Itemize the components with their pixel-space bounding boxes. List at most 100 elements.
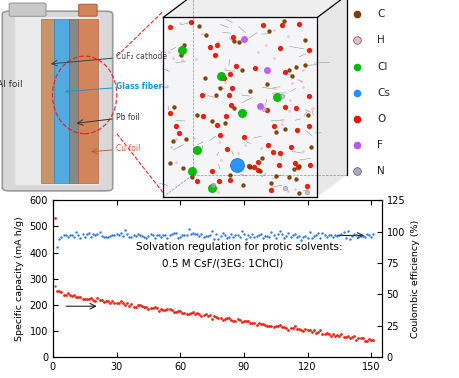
Point — [57, 288, 65, 294]
Point — [183, 231, 190, 237]
Point — [191, 231, 198, 237]
Point — [238, 228, 245, 234]
Point — [263, 323, 270, 329]
Point — [295, 326, 302, 332]
Point — [218, 231, 226, 237]
Point — [193, 231, 201, 237]
Point — [153, 232, 160, 238]
Point — [367, 234, 374, 240]
Point — [140, 234, 147, 240]
Point — [261, 322, 268, 328]
Point — [87, 234, 95, 240]
Point — [77, 294, 84, 300]
Point — [305, 229, 313, 235]
Point — [206, 232, 213, 239]
Polygon shape — [317, 0, 347, 197]
Point — [195, 311, 202, 317]
Point — [297, 327, 304, 333]
Point — [100, 234, 107, 240]
Point — [325, 232, 332, 238]
Point — [185, 226, 192, 232]
Point — [369, 231, 376, 237]
Point — [129, 304, 137, 310]
Point — [244, 232, 251, 238]
Point — [291, 323, 298, 329]
Point — [320, 232, 327, 239]
Point — [74, 232, 82, 238]
Point — [326, 333, 334, 339]
Point — [212, 314, 219, 320]
Y-axis label: Coulombic efficiency (%): Coulombic efficiency (%) — [410, 220, 419, 338]
Point — [70, 234, 78, 240]
Point — [223, 315, 230, 321]
Point — [68, 232, 76, 238]
Point — [106, 232, 114, 239]
Point — [185, 311, 192, 318]
Point — [187, 231, 194, 237]
Point — [104, 298, 112, 304]
Point — [246, 320, 253, 326]
Point — [170, 309, 177, 315]
Point — [276, 228, 283, 234]
Point — [208, 316, 215, 322]
Point — [83, 296, 90, 302]
Point — [180, 310, 188, 316]
Point — [183, 311, 190, 317]
Point — [261, 233, 268, 239]
Point — [316, 235, 323, 241]
Text: CuF₂ cathode: CuF₂ cathode — [116, 53, 167, 62]
Point — [189, 309, 196, 315]
Point — [166, 306, 173, 312]
Text: C: C — [376, 9, 384, 19]
Point — [159, 232, 167, 238]
Point — [240, 318, 247, 324]
Point — [318, 230, 325, 236]
Point — [350, 231, 357, 237]
Point — [227, 231, 234, 237]
Point — [200, 312, 207, 318]
Point — [309, 327, 317, 333]
Text: O: O — [376, 114, 385, 124]
FancyBboxPatch shape — [15, 17, 100, 185]
Point — [178, 231, 185, 237]
Point — [282, 325, 289, 331]
Text: Pb foil: Pb foil — [116, 113, 140, 122]
Point — [367, 337, 374, 343]
Point — [278, 231, 285, 237]
Point — [176, 308, 184, 314]
Point — [227, 317, 234, 323]
Point — [309, 233, 317, 239]
Point — [62, 232, 69, 238]
Point — [318, 331, 325, 337]
Point — [343, 228, 351, 234]
Point — [233, 232, 241, 239]
Point — [155, 232, 162, 238]
Point — [259, 235, 266, 241]
Point — [125, 234, 133, 240]
Point — [166, 232, 173, 238]
Point — [146, 305, 154, 311]
Point — [360, 338, 368, 344]
Point — [233, 316, 241, 322]
Point — [136, 302, 143, 308]
Point — [125, 302, 133, 308]
Point — [132, 233, 139, 239]
Point — [356, 233, 364, 239]
Point — [163, 306, 171, 312]
Point — [240, 231, 247, 237]
Point — [248, 320, 256, 326]
Point — [91, 297, 99, 304]
Point — [282, 233, 289, 239]
Point — [117, 230, 124, 236]
Polygon shape — [163, 0, 347, 17]
Point — [161, 232, 168, 239]
Point — [335, 333, 342, 339]
Point — [176, 234, 184, 240]
Point — [280, 324, 287, 330]
Point — [151, 235, 158, 241]
Point — [364, 336, 372, 342]
Point — [333, 332, 340, 338]
Point — [98, 233, 105, 239]
Bar — [41, 19, 54, 183]
Point — [320, 331, 327, 337]
